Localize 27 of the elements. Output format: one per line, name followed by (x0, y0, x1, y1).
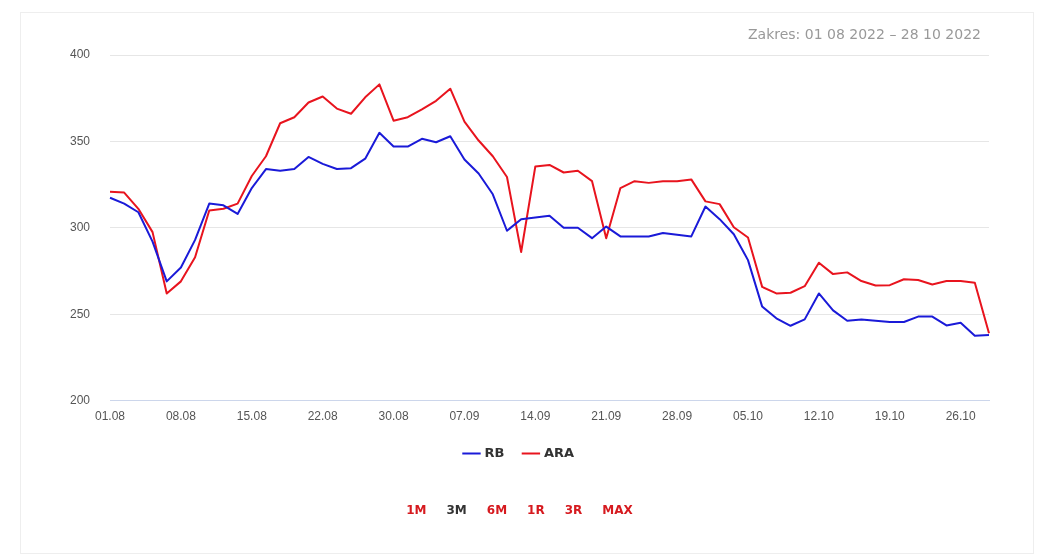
x-tick-label: 19.10 (874, 409, 906, 424)
x-tick-label: 26.10 (945, 409, 976, 424)
text: Zakres: 01 08 2022 – 28 10 2022 (747, 26, 981, 42)
y-tick-label: 300 (69, 220, 91, 235)
x-tick-label: 01.08 (95, 409, 126, 424)
text: MAX (602, 503, 633, 517)
x-tick-label: 22.08 (307, 409, 339, 424)
x-tick-label: 21.09 (591, 409, 622, 424)
text: 1M (406, 503, 427, 517)
text: 6M (486, 503, 508, 517)
x-tick-label: 30.08 (378, 409, 409, 424)
text: 3R (564, 503, 583, 517)
text: 3M (446, 503, 467, 517)
y-tick-label: 250 (69, 306, 91, 321)
x-tick-label: 08.08 (165, 409, 197, 424)
y-tick-label: 200 (69, 392, 91, 407)
text: 1R (527, 503, 545, 517)
y-tick-label: 350 (69, 133, 91, 148)
x-tick-label: 28.09 (662, 409, 693, 424)
x-tick-label: 15.08 (236, 409, 268, 424)
legend-label: RB (484, 444, 505, 460)
legend-label: ARA (543, 444, 575, 460)
x-tick-label: 14.09 (520, 409, 551, 424)
x-tick-label: 12.10 (803, 409, 835, 424)
x-tick-label: 05.10 (732, 409, 764, 424)
x-tick-label: 07.09 (449, 409, 480, 424)
y-tick-label: 400 (69, 47, 91, 62)
